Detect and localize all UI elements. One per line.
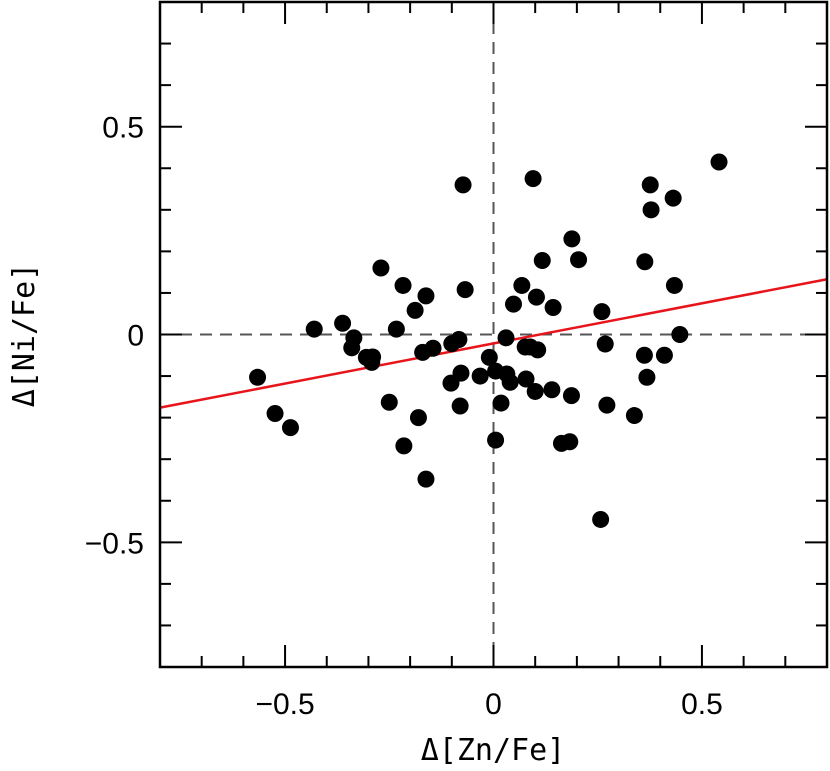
- data-point: [635, 346, 653, 364]
- data-point: [642, 201, 660, 219]
- data-point: [487, 431, 505, 449]
- data-point: [409, 409, 427, 427]
- data-point: [364, 348, 382, 366]
- data-point: [592, 510, 610, 528]
- data-point: [563, 230, 581, 248]
- data-point: [406, 301, 424, 319]
- data-point: [417, 470, 435, 488]
- data-point: [636, 253, 654, 271]
- data-point: [529, 341, 547, 359]
- data-point: [334, 314, 352, 332]
- data-point: [497, 329, 515, 347]
- data-point: [380, 393, 398, 411]
- data-point: [451, 397, 469, 415]
- data-point: [671, 326, 689, 343]
- data-point: [524, 170, 542, 188]
- data-point: [710, 153, 728, 171]
- data-point: [266, 404, 284, 422]
- data-point: [471, 367, 489, 385]
- data-point: [593, 303, 611, 321]
- tick-labels: −0.5 0 0.5 −0.5 0 0.5: [85, 112, 723, 721]
- data-point: [665, 276, 683, 294]
- data-point: [527, 288, 545, 306]
- data-point: [452, 364, 470, 382]
- data-point: [501, 373, 519, 391]
- data-point: [598, 396, 616, 414]
- fit-line-group: [159, 277, 828, 409]
- data-point: [641, 176, 659, 194]
- y-axis-label: Δ[Ni/Fe]: [7, 263, 42, 408]
- data-point: [387, 320, 405, 338]
- data-point: [424, 339, 442, 357]
- data-point: [417, 287, 435, 305]
- data-point: [570, 251, 588, 269]
- axis-ticks: [160, 2, 827, 667]
- data-point: [395, 437, 413, 455]
- data-point: [513, 276, 531, 294]
- x-axis-label: Δ[Zn/Fe]: [421, 733, 566, 768]
- data-point: [655, 346, 673, 364]
- data-point: [281, 419, 299, 437]
- data-point: [561, 433, 579, 451]
- x-tick-label: 0.5: [681, 688, 723, 721]
- data-point: [480, 348, 498, 366]
- data-point: [664, 189, 682, 207]
- data-point: [343, 339, 361, 357]
- data-point: [450, 330, 468, 348]
- data-point: [562, 387, 580, 405]
- y-tick-label: −0.5: [85, 527, 144, 560]
- data-point: [526, 382, 544, 400]
- y-tick-label: 0: [127, 320, 144, 353]
- x-tick-label: 0: [485, 688, 502, 721]
- data-point: [596, 335, 614, 353]
- x-tick-label: −0.5: [255, 688, 314, 721]
- data-point: [305, 320, 323, 338]
- y-tick-label: 0.5: [102, 112, 144, 145]
- data-point: [372, 259, 390, 277]
- fit-line: [159, 277, 828, 409]
- data-point: [517, 370, 535, 388]
- data-point: [456, 281, 474, 299]
- data-point: [249, 368, 267, 386]
- data-points: [249, 153, 728, 528]
- data-point: [492, 394, 510, 412]
- data-point: [505, 295, 523, 313]
- data-point: [533, 252, 551, 270]
- data-point: [543, 381, 561, 399]
- data-point: [394, 276, 412, 294]
- grid-reference-lines: [160, 2, 827, 667]
- data-point: [454, 176, 472, 194]
- data-point: [625, 407, 643, 425]
- data-point: [638, 368, 656, 386]
- data-point: [544, 298, 562, 316]
